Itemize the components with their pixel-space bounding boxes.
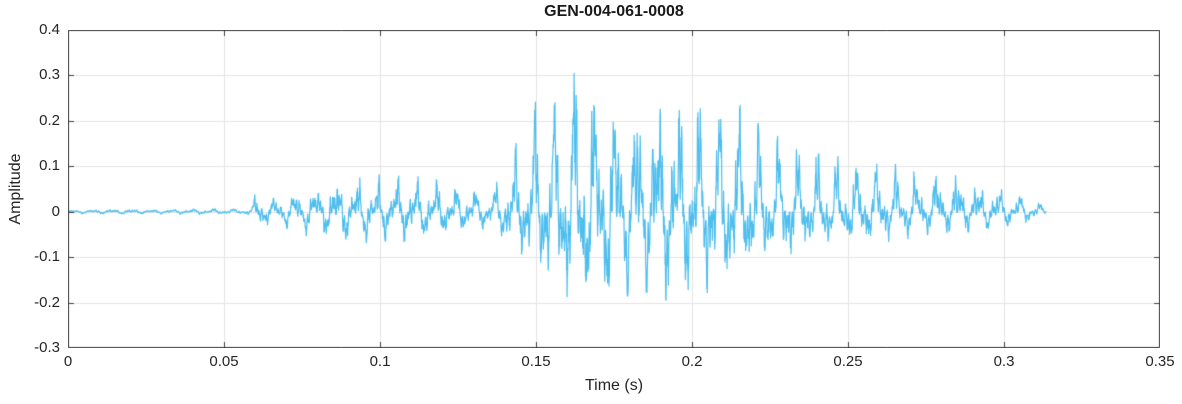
y-tick-label: -0.2 (34, 293, 60, 311)
y-tick-label: 0.3 (39, 66, 60, 84)
y-tick-label: -0.1 (34, 248, 60, 266)
y-tick-label: 0.1 (39, 157, 60, 175)
x-axis-label: Time (s) (584, 377, 644, 394)
x-tick-label: 0.3 (993, 353, 1015, 370)
x-tick-label: 0 (63, 353, 73, 370)
y-tick-label: 0 (51, 202, 60, 220)
x-tick-label: 0.35 (1145, 353, 1175, 370)
y-tick-label: 0.2 (39, 111, 60, 129)
x-tick-label: 0.15 (521, 353, 551, 370)
y-tick-label: -0.3 (34, 339, 60, 356)
x-tick-label: 0.05 (209, 353, 239, 370)
x-tick-label: 0.1 (369, 353, 391, 370)
waveform-plot-canvas (68, 30, 1160, 348)
chart-title: GEN-004-061-0008 (544, 3, 684, 20)
x-tick-label: 0.2 (681, 353, 703, 370)
x-tick-label: 0.25 (833, 353, 863, 370)
y-tick-label: 0.4 (39, 21, 60, 38)
